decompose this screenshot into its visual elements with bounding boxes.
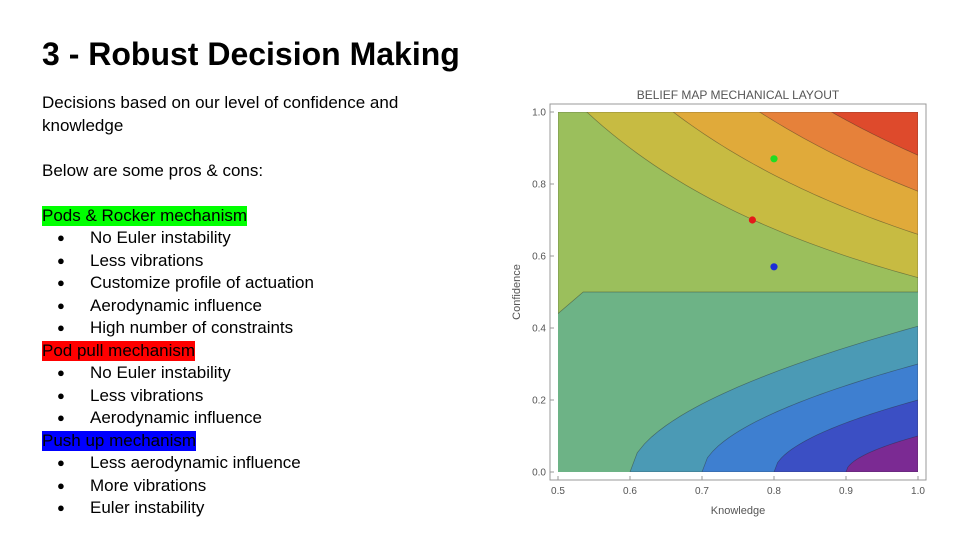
y-axis-ticks: 0.0 0.2 0.4 0.6 0.8 1.0 — [532, 108, 554, 479]
data-point — [770, 155, 778, 163]
plot-frame — [549, 103, 927, 481]
y-tick-label: 0.0 — [532, 468, 546, 479]
bullet-text: No Euler instability — [90, 228, 231, 247]
list-item: ● No Euler instability — [42, 227, 482, 250]
section-label: Push up mechanism — [42, 430, 197, 451]
data-point — [770, 263, 778, 271]
bullet-text: High number of constraints — [90, 318, 294, 337]
list-item: ● Euler instability — [42, 497, 482, 520]
y-axis-label: Confidence — [511, 264, 523, 320]
list-item: ● No Euler instability — [42, 362, 482, 385]
list-item: ● Less aerodynamic influence — [42, 452, 482, 475]
sections-list: Pods & Rocker mechanism ● No Euler instabi… — [42, 205, 482, 520]
x-axis-ticks: 0.5 0.6 0.7 0.8 0.9 1.0 — [551, 476, 925, 497]
x-tick-label: 1.0 — [911, 486, 925, 497]
bullet-icon: ● — [57, 477, 65, 493]
list-item: ● Customize profile of actuation — [42, 272, 482, 295]
belief-map-svg: BELIEF MAP MECHANICAL LAYOUT 0.5 0.6 0.7 0.… — [511, 88, 927, 517]
section-bullets: ● No Euler instability ● Less vibrations ● Cu… — [42, 227, 482, 340]
x-tick-label: 0.9 — [839, 486, 853, 497]
section-bullets: ● No Euler instability ● Less vibrations ● Ae… — [42, 362, 482, 430]
data-point — [748, 216, 756, 224]
y-tick-label: 0.4 — [532, 324, 546, 335]
contour-region — [830, 112, 918, 156]
y-tick-label: 0.8 — [532, 180, 546, 191]
x-tick-label: 0.8 — [767, 486, 781, 497]
contour-region — [845, 435, 918, 472]
contour-regions — [558, 112, 918, 472]
data-points — [748, 155, 778, 271]
bullet-icon: ● — [57, 365, 65, 380]
bullet-icon: ● — [57, 275, 65, 290]
section-bullets: ● Less aerodynamic influence ● More vibrati… — [42, 452, 482, 520]
list-item: ● High number of constraints — [42, 317, 482, 340]
pros-cons-intro: Below are some pros & cons: — [42, 160, 264, 180]
list-item: ● More vibrations — [42, 475, 482, 498]
y-tick-label: 1.0 — [532, 108, 546, 119]
x-tick-label: 0.6 — [623, 486, 637, 497]
bullet-text: Aerodynamic influence — [90, 295, 262, 315]
belief-map-chart: BELIEF MAP MECHANICAL LAYOUT 0.5 0.6 0.7 0.… — [500, 84, 940, 524]
slide-title: 3 - Robust Decision Making — [42, 36, 460, 72]
bullet-icon: ● — [57, 320, 65, 335]
bullet-text: No Euler instability — [90, 363, 231, 382]
bullet-text: Less aerodynamic influence — [90, 453, 301, 472]
x-tick-label: 0.5 — [551, 486, 565, 497]
bullet-text: Less vibrations — [90, 385, 204, 405]
list-item: ● Aerodynamic influence — [42, 407, 482, 430]
bullet-text: More vibrations — [90, 475, 207, 495]
x-tick-label: 0.7 — [695, 486, 709, 497]
bullet-text: Less vibrations — [90, 250, 204, 270]
bullet-text: Euler instability — [90, 498, 205, 517]
bullet-icon: ● — [57, 230, 65, 245]
bullet-text: Aerodynamic influence — [90, 408, 262, 427]
bullet-icon: ● — [57, 410, 65, 425]
y-tick-label: 0.6 — [532, 252, 546, 263]
x-axis-label: Knowledge — [711, 505, 765, 517]
list-item: ● Less vibrations — [42, 250, 482, 273]
bullet-icon: ● — [57, 297, 65, 313]
chart-title: BELIEF MAP MECHANICAL LAYOUT — [637, 88, 840, 102]
bullet-icon: ● — [57, 252, 65, 268]
section-label: Pods & Rocker mechanism — [42, 205, 248, 226]
y-tick-label: 0.2 — [532, 396, 546, 407]
bullet-icon: ● — [57, 387, 65, 403]
bullet-icon: ● — [57, 500, 65, 515]
list-item: ● Less vibrations — [42, 385, 482, 408]
bullet-icon: ● — [57, 455, 65, 470]
slide-body: Decisions based on our level of confiden… — [42, 92, 482, 520]
intro-text: Decisions based on our level of confiden… — [42, 93, 399, 135]
section-label: Pod pull mechanism — [42, 340, 196, 361]
bullet-text: Customize profile of actuation — [90, 273, 314, 292]
list-item: ● Aerodynamic influence — [42, 295, 482, 318]
